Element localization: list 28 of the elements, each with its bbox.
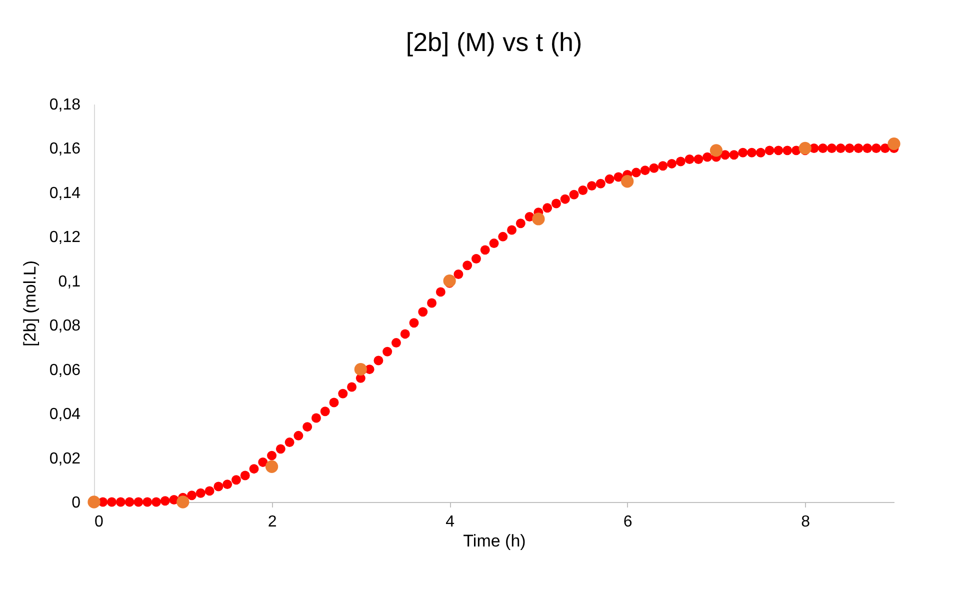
point bbox=[888, 137, 900, 150]
point bbox=[710, 144, 723, 157]
x-tick-label: 8 bbox=[801, 514, 810, 530]
point bbox=[532, 212, 545, 226]
point bbox=[354, 363, 367, 376]
point bbox=[443, 274, 456, 288]
x-axis-title: Time (h) bbox=[463, 532, 526, 550]
y-axis-title: [2b] (mol.L) bbox=[20, 260, 40, 346]
y-tick-label: 0,06 bbox=[49, 362, 81, 379]
y-tick-label: 0,12 bbox=[49, 229, 81, 246]
x-tick-label: 6 bbox=[623, 514, 632, 530]
y-tick-label: 0,18 bbox=[49, 96, 81, 114]
x-tick-label: 4 bbox=[446, 514, 455, 530]
y-tick-label: 0,08 bbox=[49, 318, 81, 335]
y-tick-label: 0,02 bbox=[49, 450, 81, 468]
y-tick-label: 0 bbox=[72, 494, 81, 512]
x-tick-label: 2 bbox=[268, 514, 277, 530]
point bbox=[176, 496, 190, 508]
point bbox=[265, 460, 278, 473]
point bbox=[798, 142, 812, 155]
x-tick-label: 0 bbox=[94, 514, 104, 530]
y-tick-label: 0,14 bbox=[49, 184, 81, 202]
point bbox=[88, 496, 100, 508]
y-tick-label: 0,16 bbox=[49, 140, 81, 158]
y-tick-label: 0,04 bbox=[49, 406, 81, 424]
chart-title: [2b] (M) vs t (h) bbox=[406, 27, 582, 57]
point bbox=[621, 175, 634, 188]
y-tick-label: 0,1 bbox=[58, 273, 81, 290]
